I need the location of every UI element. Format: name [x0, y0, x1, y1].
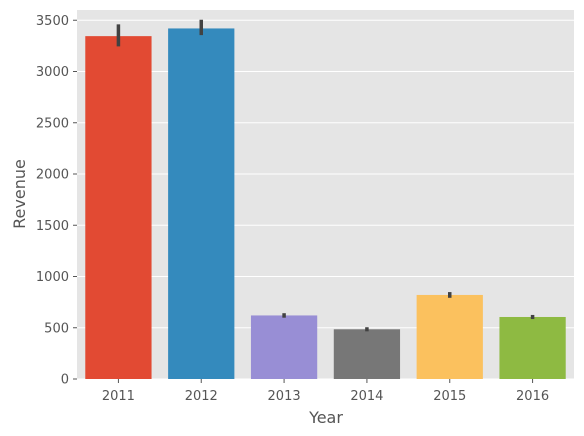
y-tick-label: 3500: [36, 14, 69, 29]
error-bars: [116, 19, 535, 332]
x-tick-label: 2014: [350, 389, 383, 404]
x-tick-label: 2015: [433, 389, 466, 404]
bar-2012: [168, 28, 235, 379]
x-tick-label: 2011: [102, 389, 135, 404]
x-axis-label: Year: [308, 408, 343, 427]
x-tick-label: 2013: [268, 389, 301, 404]
y-tick-label: 2500: [36, 116, 69, 131]
bar-2016: [499, 316, 566, 379]
bar-2011: [85, 36, 152, 379]
y-axis-ticks: 0 500 1000 1500 2000 2500 3000 3500: [36, 14, 77, 388]
x-tick-label: 2016: [516, 389, 549, 404]
bar-2015: [416, 294, 483, 379]
grid-lines: [77, 19, 574, 380]
bar-2013: [250, 315, 318, 379]
y-tick-label: 0: [61, 373, 69, 388]
y-tick-label: 1000: [36, 270, 69, 285]
y-tick-label: 3000: [36, 65, 69, 80]
y-axis-label: Revenue: [10, 159, 29, 229]
y-tick-label: 1500: [36, 219, 69, 234]
y-tick-label: 2000: [36, 168, 69, 183]
x-tick-label: 2012: [185, 389, 218, 404]
bars: [85, 28, 566, 379]
x-axis-ticks: 2011 2012 2013 2014 2015 2016: [102, 379, 549, 404]
y-tick-label: 500: [44, 321, 69, 336]
bar-2014: [333, 329, 401, 379]
